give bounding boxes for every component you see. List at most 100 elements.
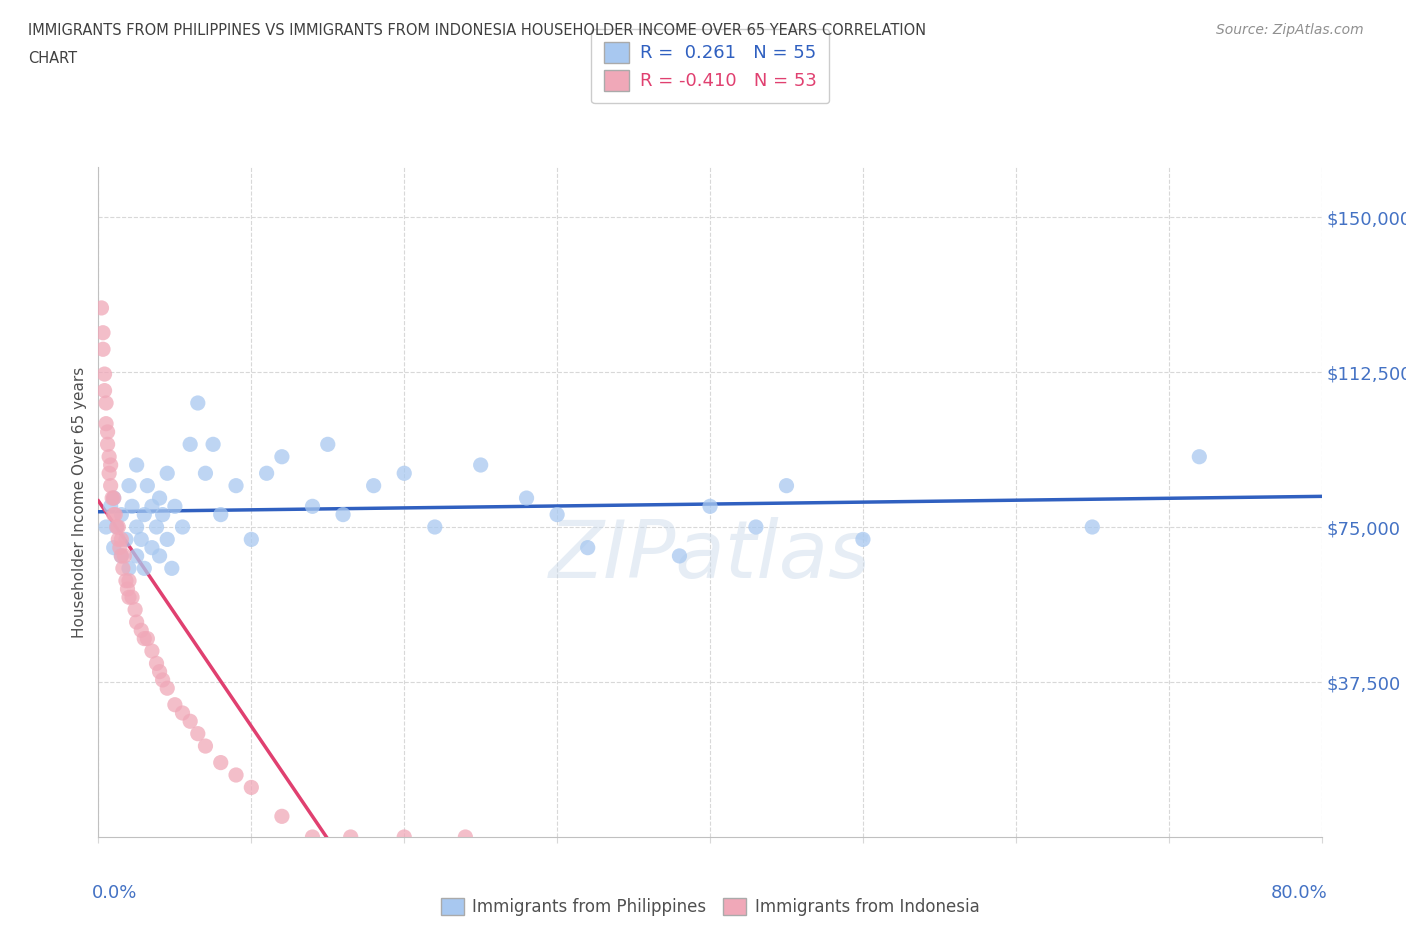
Point	[156, 681, 179, 696]
Point	[339, 830, 361, 844]
Point	[134, 561, 156, 576]
Point	[125, 615, 148, 630]
Text: CHART: CHART	[28, 51, 77, 66]
Point	[332, 507, 354, 522]
Point	[775, 478, 797, 493]
Point	[163, 698, 186, 712]
Point	[118, 573, 141, 588]
Point	[179, 714, 201, 729]
Point	[103, 540, 125, 555]
Point	[110, 549, 132, 564]
Point	[202, 437, 225, 452]
Point	[470, 458, 492, 472]
Point	[100, 458, 122, 472]
Point	[546, 507, 568, 522]
Point	[94, 395, 117, 410]
Point	[125, 549, 148, 564]
Point	[156, 466, 179, 481]
Point	[240, 780, 263, 795]
Point	[111, 561, 134, 576]
Point	[129, 532, 152, 547]
Point	[91, 342, 114, 357]
Point	[98, 466, 121, 481]
Point	[152, 507, 174, 522]
Point	[270, 809, 292, 824]
Point	[209, 755, 232, 770]
Point	[105, 520, 128, 535]
Point	[103, 491, 125, 506]
Point	[163, 498, 186, 513]
Point	[423, 520, 446, 535]
Point	[852, 532, 875, 547]
Point	[149, 491, 172, 506]
Point	[98, 449, 121, 464]
Point	[112, 549, 135, 564]
Point	[1188, 449, 1211, 464]
Point	[118, 590, 141, 604]
Point	[152, 672, 174, 687]
Point	[107, 520, 129, 535]
Y-axis label: Householder Income Over 65 years: Householder Income Over 65 years	[72, 366, 87, 638]
Point	[194, 466, 217, 481]
Point	[93, 366, 115, 381]
Point	[94, 520, 117, 535]
Point	[108, 540, 131, 555]
Text: IMMIGRANTS FROM PHILIPPINES VS IMMIGRANTS FROM INDONESIA HOUSEHOLDER INCOME OVER: IMMIGRANTS FROM PHILIPPINES VS IMMIGRANT…	[28, 23, 927, 38]
Point	[194, 738, 217, 753]
Point	[256, 466, 278, 481]
Text: Source: ZipAtlas.com: Source: ZipAtlas.com	[1216, 23, 1364, 37]
Point	[103, 507, 125, 522]
Point	[105, 520, 128, 535]
Point	[745, 520, 768, 535]
Point	[121, 498, 143, 513]
Point	[301, 498, 323, 513]
Point	[141, 540, 163, 555]
Point	[118, 561, 141, 576]
Point	[209, 507, 232, 522]
Point	[699, 498, 721, 513]
Point	[240, 532, 263, 547]
Point	[129, 623, 152, 638]
Point	[124, 603, 146, 618]
Point	[101, 491, 124, 506]
Point	[117, 581, 139, 596]
Point	[392, 466, 416, 481]
Point	[107, 532, 129, 547]
Point	[115, 532, 138, 547]
Point	[145, 520, 167, 535]
Point	[454, 830, 477, 844]
Point	[121, 590, 143, 604]
Point	[100, 478, 122, 493]
Point	[115, 573, 138, 588]
Point	[149, 549, 172, 564]
Point	[94, 417, 117, 432]
Point	[97, 424, 120, 439]
Point	[668, 549, 690, 564]
Point	[179, 437, 201, 452]
Point	[134, 507, 156, 522]
Point	[125, 458, 148, 472]
Point	[270, 449, 292, 464]
Point	[110, 532, 132, 547]
Point	[225, 767, 247, 782]
Point	[91, 326, 114, 340]
Point	[160, 561, 183, 576]
Point	[125, 520, 148, 535]
Point	[100, 498, 122, 513]
Point	[118, 478, 141, 493]
Point	[516, 491, 538, 506]
Point	[90, 300, 112, 315]
Point	[187, 726, 209, 741]
Point	[93, 383, 115, 398]
Point	[301, 830, 323, 844]
Point	[392, 830, 416, 844]
Point	[363, 478, 385, 493]
Point	[145, 656, 167, 671]
Point	[156, 532, 179, 547]
Point	[225, 478, 247, 493]
Point	[141, 644, 163, 658]
Text: 80.0%: 80.0%	[1271, 884, 1327, 902]
Text: ZIPatlas: ZIPatlas	[548, 517, 872, 595]
Point	[103, 491, 125, 506]
Point	[134, 631, 156, 646]
